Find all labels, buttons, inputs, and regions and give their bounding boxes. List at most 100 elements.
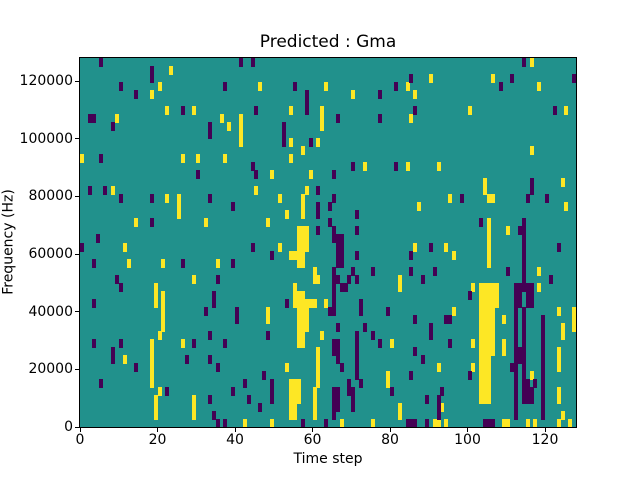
heatmap-cell-low [525,282,530,292]
heatmap-cell-high [483,282,487,292]
heatmap-cell-low [525,290,530,300]
heatmap-cell-low [339,362,344,372]
heatmap-cell-low [335,258,340,268]
heatmap-cell-high [560,178,565,188]
heatmap-cell-high [486,194,491,204]
heatmap-cell-low [335,346,340,356]
heatmap-cell-low [514,386,518,396]
x-tick-mark [312,428,313,432]
heatmap-cell-high [320,330,325,340]
heatmap-cell-low [331,346,336,356]
heatmap-cell-low [421,354,425,364]
heatmap-cell-high [149,362,154,372]
heatmap-cell-low [355,330,360,340]
heatmap-cell-low [335,250,340,260]
heatmap-cell-low [370,330,375,340]
y-tick-label: 100000 [19,130,73,147]
heatmap-cell-high [556,394,561,404]
heatmap-cell-high [483,186,487,196]
heatmap-cell-low [114,274,119,284]
x-tick-label: 100 [454,432,481,448]
chart-title: Predicted : Gma [259,32,397,52]
heatmap-cell-low [514,322,518,332]
heatmap-cell-low [541,402,546,412]
heatmap-cell-high [529,370,534,380]
y-tick-mark [75,80,79,82]
heatmap-cell-low [378,114,383,124]
heatmap-cell-low [428,242,433,252]
heatmap-cell-high [502,346,507,356]
heatmap-cell-high [134,218,139,228]
heatmap-cell-low [529,282,534,292]
y-tick-label: 40000 [28,303,73,320]
heatmap-cell-high [180,338,185,348]
heatmap-cell-low [490,418,495,427]
heatmap-cell-low [521,386,526,396]
heatmap-cell-high [490,306,495,316]
heatmap-cell-low [483,418,487,427]
heatmap-cell-low [359,298,363,308]
heatmap-cell-low [467,290,472,300]
heatmap-cell-low [328,306,332,316]
heatmap-cell-low [118,282,123,292]
heatmap-cell-low [285,298,290,308]
heatmap-cell-high [417,202,422,212]
heatmap-cell-low [432,266,437,276]
heatmap-cell-low [118,338,123,348]
heatmap-cell-low [316,210,321,220]
heatmap-cell-high [300,242,305,252]
heatmap-cell-low [335,274,340,284]
heatmap-cell-high [452,306,456,316]
heatmap-cell-high [192,402,197,412]
heatmap-cell-low [250,242,255,252]
heatmap-cell-high [293,378,298,388]
heatmap-cell-high [312,402,317,412]
heatmap-cell-high [572,306,576,316]
heatmap-cell-high [339,418,344,427]
heatmap-cell-high [397,410,402,420]
heatmap-cell-low [99,154,104,164]
heatmap-cell-high [448,194,453,204]
heatmap-cell-low [355,210,360,220]
heatmap-cell-high [486,314,491,324]
heatmap-cell-high [176,194,181,204]
heatmap-cell-high [486,242,491,252]
heatmap-cell-high [153,394,158,404]
heatmap-cell-high [486,258,491,268]
heatmap-cell-low [207,194,212,204]
heatmap-cell-low [335,354,340,364]
heatmap-cell-low [444,314,449,324]
y-tick-mark [75,138,79,140]
x-tick-label: 0 [75,432,85,448]
heatmap-cell-low [215,418,220,427]
heatmap-cell-low [231,258,236,268]
heatmap-cell-low [335,402,340,412]
heatmap-cell-high [486,218,491,228]
heatmap-cell-high [479,330,484,340]
heatmap-cell-low [207,354,212,364]
heatmap-cell-high [269,170,274,180]
y-tick-label: 80000 [28,188,73,205]
heatmap-cell-low [514,298,518,308]
heatmap-cell-low [149,66,154,76]
heatmap-cell-low [370,266,375,276]
heatmap-cell-high [486,322,491,332]
heatmap-cell-high [153,402,158,412]
heatmap-cell-low [246,394,251,404]
heatmap-cell-low [355,354,360,364]
heatmap-cell-low [514,362,518,372]
y-tick-label: 60000 [28,246,73,263]
heatmap-cell-high [300,322,305,332]
heatmap-cell-high [486,330,491,340]
heatmap-cell-high [126,258,131,268]
heatmap-cell-high [351,90,356,100]
y-axis-label: Frequency (Hz) [0,189,17,295]
heatmap-cell-low [215,274,220,284]
heatmap-cell-high [297,258,301,268]
heatmap-cell-high [479,290,484,300]
heatmap-cell-high [490,338,495,348]
heatmap-cell-high [537,282,542,292]
heatmap-cell-low [351,394,356,404]
heatmap-cell-low [165,386,170,396]
heatmap-cell-high [405,162,410,172]
